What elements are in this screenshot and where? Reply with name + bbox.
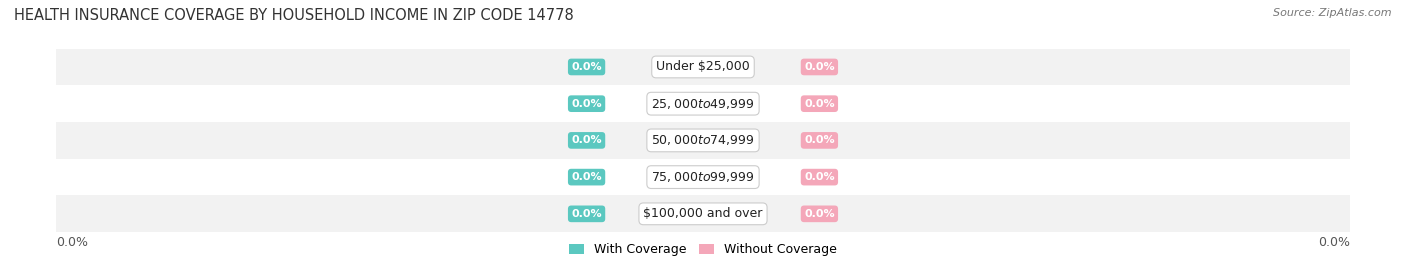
Text: $50,000 to $74,999: $50,000 to $74,999 bbox=[651, 133, 755, 147]
Text: 0.0%: 0.0% bbox=[804, 62, 835, 72]
Text: 0.0%: 0.0% bbox=[804, 172, 835, 182]
Bar bbox=[56, 122, 1350, 159]
Text: 0.0%: 0.0% bbox=[56, 237, 89, 249]
Bar bbox=[56, 85, 1350, 122]
Text: HEALTH INSURANCE COVERAGE BY HOUSEHOLD INCOME IN ZIP CODE 14778: HEALTH INSURANCE COVERAGE BY HOUSEHOLD I… bbox=[14, 8, 574, 23]
Text: 0.0%: 0.0% bbox=[571, 209, 602, 219]
Legend: With Coverage, Without Coverage: With Coverage, Without Coverage bbox=[564, 238, 842, 261]
Text: 0.0%: 0.0% bbox=[804, 99, 835, 109]
Bar bbox=[56, 195, 1350, 232]
Text: Source: ZipAtlas.com: Source: ZipAtlas.com bbox=[1274, 8, 1392, 18]
Text: 0.0%: 0.0% bbox=[571, 99, 602, 109]
Text: 0.0%: 0.0% bbox=[571, 172, 602, 182]
Text: 0.0%: 0.0% bbox=[571, 62, 602, 72]
Text: $100,000 and over: $100,000 and over bbox=[644, 207, 762, 220]
Bar bbox=[56, 159, 1350, 195]
Text: 0.0%: 0.0% bbox=[804, 135, 835, 146]
Bar bbox=[56, 49, 1350, 85]
Text: $25,000 to $49,999: $25,000 to $49,999 bbox=[651, 97, 755, 111]
Text: 0.0%: 0.0% bbox=[571, 135, 602, 146]
Text: Under $25,000: Under $25,000 bbox=[657, 60, 749, 73]
Text: $75,000 to $99,999: $75,000 to $99,999 bbox=[651, 170, 755, 184]
Text: 0.0%: 0.0% bbox=[804, 209, 835, 219]
Text: 0.0%: 0.0% bbox=[1317, 237, 1350, 249]
